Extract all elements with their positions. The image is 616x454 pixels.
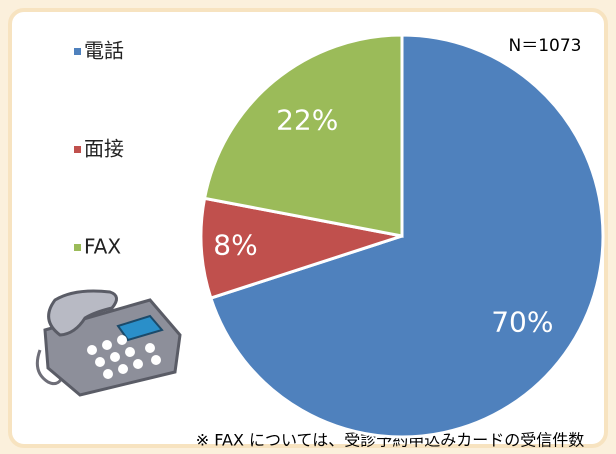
pie-slice <box>202 33 404 238</box>
sample-size: N＝1073 <box>509 36 582 56</box>
pie-slice <box>208 33 605 439</box>
slice-label: 8% <box>213 228 257 261</box>
footnote: ※ FAX については、受診予約申込みカードの受信件数 <box>196 431 584 450</box>
slice-label: 70% <box>491 305 553 338</box>
slice-label: 22% <box>276 103 338 136</box>
phone-icon <box>35 289 182 397</box>
legend-label: 面接 <box>84 137 124 161</box>
legend-swatch <box>74 146 81 153</box>
legend-label: 電話 <box>84 39 124 63</box>
pie-slice <box>199 196 403 301</box>
legend-swatch <box>74 244 81 251</box>
legend-label: FAX <box>84 235 121 259</box>
legend-swatch <box>74 48 81 55</box>
